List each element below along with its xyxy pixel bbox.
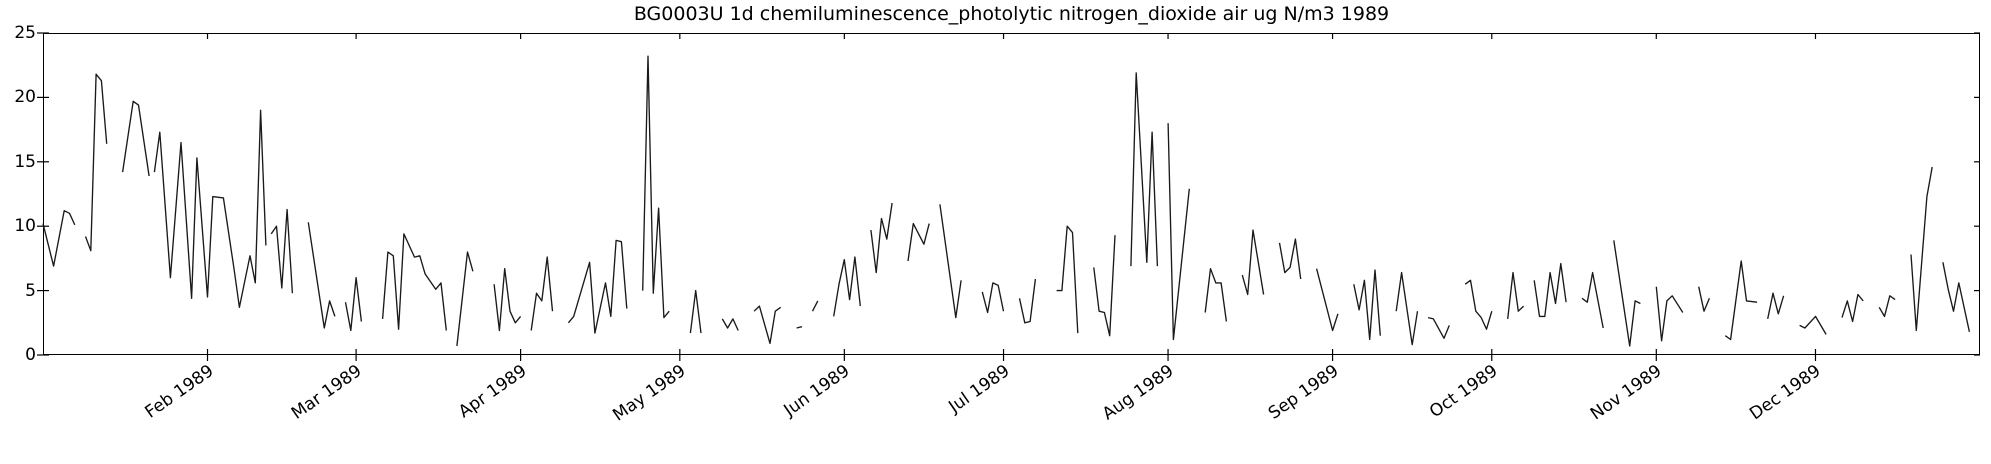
y-tick-label: 15 — [14, 151, 36, 172]
y-tick-label: 5 — [25, 280, 36, 301]
chart-title: BG0003U 1d chemiluminescence_photolytic … — [633, 3, 1390, 25]
data-line — [42, 55, 1971, 347]
y-tick-label: 10 — [14, 216, 36, 237]
y-tick-label: 20 — [14, 87, 36, 108]
y-tick-label: 0 — [25, 345, 36, 365]
y-tick-label: 25 — [14, 23, 36, 43]
